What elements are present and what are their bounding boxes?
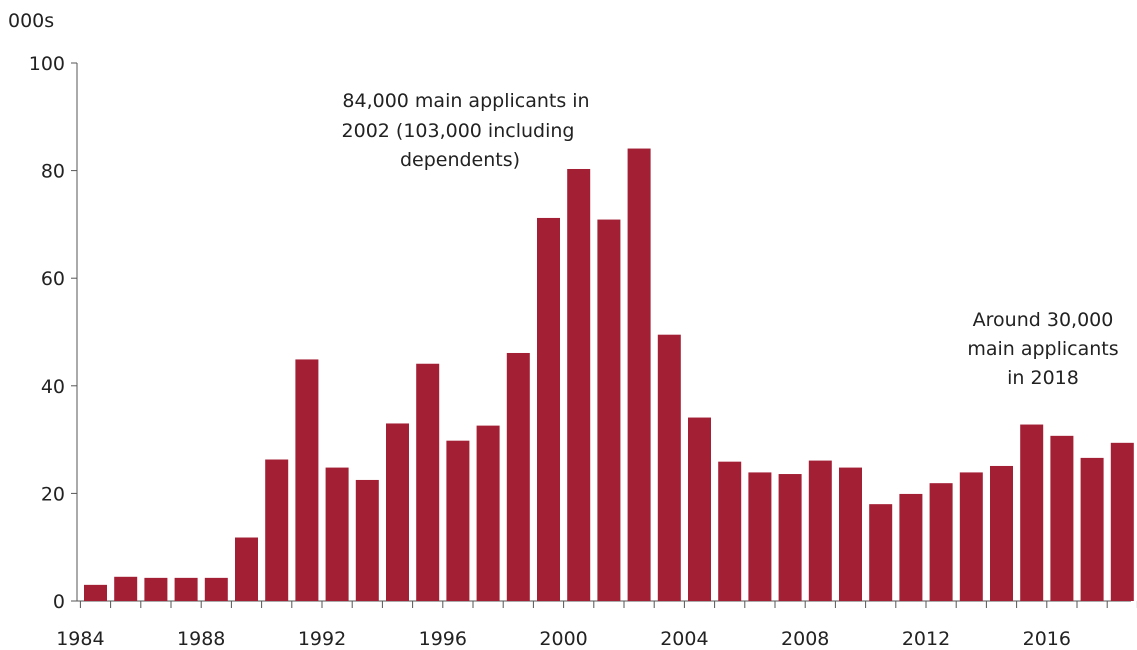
bar-2014 (990, 465, 1013, 601)
x-tick-label: 1984 (56, 628, 104, 650)
annotation-2002-line-3: dependents) (400, 149, 520, 171)
bar-1992 (325, 467, 349, 601)
bar-2013 (959, 472, 983, 601)
bar-2002 (627, 148, 651, 602)
y-tick-label: 0 (53, 591, 65, 613)
annotation-2018-line-2: main applicants (967, 338, 1118, 360)
bar-2001 (597, 219, 621, 602)
bar-1998 (506, 352, 530, 601)
x-tick-label: 1992 (298, 628, 346, 650)
annotation-2002-line-2: 2002 (103,000 including (342, 120, 575, 142)
annotation-2002-line-1: 84,000 main applicants in (342, 90, 589, 112)
bar-1999 (537, 217, 560, 601)
y-axis: 0 20 40 60 80 100 (29, 53, 78, 613)
bar-1995 (416, 363, 440, 601)
annotation-2018-line-1: Around 30,000 (973, 309, 1114, 331)
bar-1989 (235, 537, 258, 601)
bar-1994 (386, 423, 409, 601)
bar-2015 (1020, 424, 1044, 601)
x-tick-label: 2000 (539, 628, 587, 650)
bar-2006 (748, 472, 772, 601)
bar-1990 (265, 459, 289, 601)
bar-1988 (204, 577, 228, 601)
bar-2000 (567, 168, 591, 601)
bar-2011 (899, 493, 923, 601)
bar-2003 (657, 334, 681, 601)
x-tick-label: 2008 (781, 628, 829, 650)
y-tick-label: 20 (41, 483, 65, 505)
x-tick-label: 2012 (902, 628, 950, 650)
bar-2018 (1110, 442, 1134, 601)
y-tick-label: 80 (41, 161, 65, 183)
bar-1993 (355, 479, 379, 601)
y-axis-unit-label: 000s (8, 10, 54, 32)
bar-1986 (144, 577, 168, 601)
bar-2017 (1080, 457, 1104, 601)
bar-1984 (84, 584, 107, 601)
bar-2004 (688, 417, 711, 601)
y-tick-label: 40 (41, 376, 65, 398)
bar-1991 (295, 359, 319, 601)
bar-1997 (476, 425, 500, 601)
bar-2007 (778, 474, 802, 601)
x-tick-label: 1988 (177, 628, 225, 650)
bar-2008 (808, 460, 832, 601)
bar-2012 (929, 483, 953, 601)
y-tick-label: 60 (41, 268, 65, 290)
x-tick-label: 2016 (1023, 628, 1071, 650)
y-tick-label: 100 (29, 53, 65, 75)
annotation-2018-line-3: in 2018 (1007, 367, 1079, 389)
bar-2005 (718, 461, 742, 601)
bar-2009 (839, 467, 862, 601)
x-axis: 1984 1988 1992 1996 2000 2004 2008 2012 2016 (56, 600, 1137, 650)
bar-2016 (1050, 435, 1074, 601)
bar-1985 (114, 576, 138, 601)
x-tick-label: 2004 (660, 628, 708, 650)
x-tick-label: 1996 (419, 628, 467, 650)
bar-2010 (869, 504, 893, 601)
bar-1987 (174, 577, 198, 601)
bars (84, 148, 1134, 602)
bar-1996 (446, 440, 470, 601)
